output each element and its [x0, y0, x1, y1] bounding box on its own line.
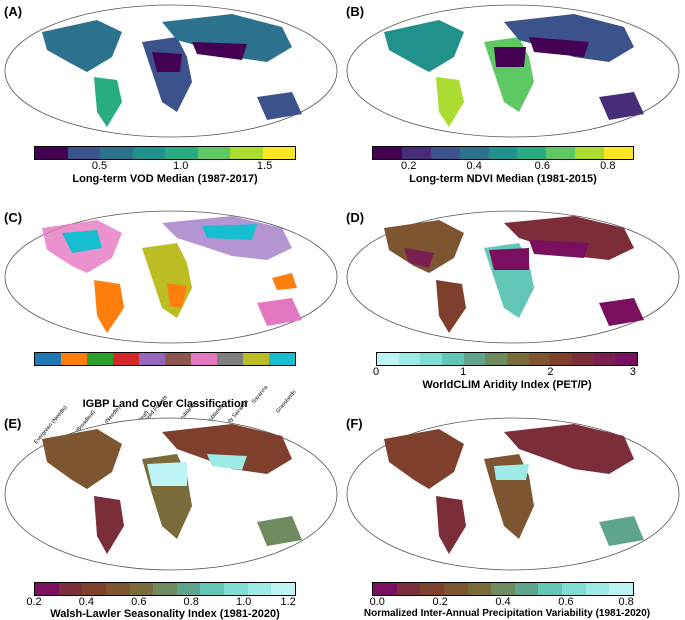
tick-label: 0.0 — [369, 596, 385, 608]
tick-label: 0.2 — [432, 596, 448, 608]
tick-label: 2 — [547, 366, 554, 378]
tick-label: 0.2 — [26, 596, 42, 608]
tick-label: 1.2 — [280, 596, 296, 608]
colorbar — [34, 146, 296, 160]
colorbar — [372, 146, 634, 160]
colorbar — [34, 582, 296, 596]
panel-label: (C) — [4, 210, 23, 225]
panel-d: (D) 0 1 2 3 WorldCLIM Aridity Index (PET… — [342, 206, 684, 412]
colorbar-ticks: 0.2 0.4 0.6 0.8 — [372, 160, 634, 174]
world-map-precip-variability — [346, 417, 680, 571]
tick-label: 1.5 — [256, 160, 273, 172]
colorbar-title: Long-term NDVI Median (1981-2015) — [409, 173, 597, 185]
tick-label: 0.4 — [495, 596, 511, 608]
colorbar-ticks: 0.5 1.0 1.5 — [34, 160, 296, 174]
panel-label: (A) — [4, 4, 23, 19]
tick-label: 0.8 — [600, 160, 616, 172]
panel-label: (E) — [4, 416, 22, 431]
panel-a: (A) 0.5 1.0 1.5 Long-term VOD Median (19… — [0, 0, 342, 206]
tick-label: 0.4 — [466, 160, 482, 172]
tick-label: 0.8 — [183, 596, 199, 608]
colorbar-title: Normalized Inter-Annual Precipitation Va… — [363, 608, 651, 619]
tick-label: 0 — [372, 366, 380, 378]
tick-label: 1.0 — [235, 596, 252, 608]
tick-label: 0.4 — [78, 596, 95, 608]
legend-title: IGBP Land Cover Classification — [82, 398, 248, 410]
tick-label: 1.0 — [173, 160, 189, 172]
panel-f: (F) 0.0 0.2 0.4 0.6 0.8 Normalized Inter… — [342, 412, 684, 619]
tick-label: 0.6 — [558, 596, 574, 608]
colorbar — [372, 582, 634, 596]
colorbar — [376, 352, 638, 366]
panel-label: (D) — [346, 210, 365, 225]
world-map-seasonality — [4, 417, 338, 571]
colorbar-title: WorldCLIM Aridity Index (PET/P) — [422, 379, 592, 391]
world-map-land-cover — [4, 210, 338, 344]
tick-label: 0.6 — [534, 160, 550, 172]
colorbar-title: Long-term VOD Median (1987-2017) — [72, 173, 258, 185]
panel-e: (E) 0.2 0.4 0.6 0.8 1.0 1.2 Walsh-Lawler… — [0, 412, 342, 620]
panel-c: (C) Evergreen (Needle) Evergreen (Broadl… — [0, 206, 342, 456]
colorbar-ticks: 0.0 0.2 0.4 0.6 0.8 — [369, 596, 634, 610]
tick-label: 0.2 — [401, 160, 417, 172]
tick-label: 0.6 — [131, 596, 147, 608]
land-cover-legend-bar — [34, 352, 296, 366]
colorbar-title: Walsh-Lawler Seasonality Index (1981-202… — [50, 608, 280, 620]
world-map-ndvi — [346, 4, 680, 138]
tick-label: 3 — [629, 366, 636, 378]
world-map-vod — [4, 4, 338, 138]
world-map-aridity — [346, 210, 680, 344]
tick-label: 1 — [460, 366, 467, 378]
panel-b: (B) 0.2 0.4 0.6 0.8 Long-term NDVI Media… — [342, 0, 684, 206]
colorbar-ticks: 0 1 2 3 — [372, 366, 638, 380]
panel-label: (B) — [346, 4, 365, 19]
panel-label: (F) — [346, 416, 363, 431]
tick-label: 0.5 — [91, 160, 108, 172]
tick-label: 0.8 — [618, 596, 634, 608]
colorbar-ticks: 0.2 0.4 0.6 0.8 1.0 1.2 — [26, 596, 296, 610]
